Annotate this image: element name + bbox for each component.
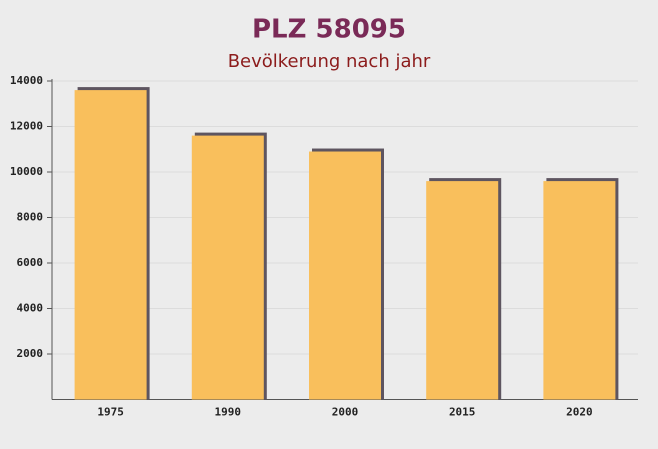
y-tick-label: 10000 <box>10 165 43 178</box>
bar <box>74 90 147 400</box>
y-tick-label: 8000 <box>17 211 44 224</box>
x-tick-label: 2000 <box>332 406 359 419</box>
bar <box>543 181 616 400</box>
bar <box>191 135 264 400</box>
y-tick-label: 4000 <box>17 302 44 315</box>
bar <box>309 151 381 400</box>
y-tick-label: 2000 <box>17 347 44 360</box>
y-tick-label: 6000 <box>17 256 44 269</box>
x-tick-label: 2015 <box>449 406 476 419</box>
y-tick-label: 14000 <box>10 74 43 87</box>
x-tick-label: 1990 <box>215 406 242 419</box>
chart-subtitle: Bevölkerung nach jahr <box>228 51 431 72</box>
bar <box>426 181 499 400</box>
chart-title: PLZ 58095 <box>252 15 406 45</box>
y-tick-label: 12000 <box>10 120 43 133</box>
x-tick-label: 1975 <box>97 406 124 419</box>
x-tick-label: 2020 <box>566 406 593 419</box>
